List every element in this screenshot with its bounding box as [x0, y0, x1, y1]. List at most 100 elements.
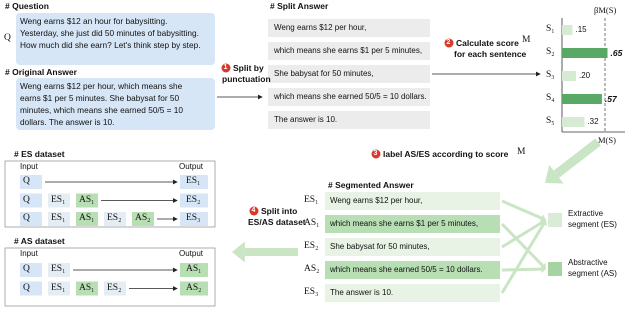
token-text: AS₁	[79, 194, 95, 205]
segment-text: The answer is 10.	[330, 288, 394, 297]
flow-arrow	[553, 138, 601, 178]
column-label: Output	[179, 249, 204, 258]
section-title: # Question	[5, 1, 49, 11]
sentence-label: S₅	[546, 116, 555, 126]
token-text: Q	[23, 194, 30, 205]
segment-label: segment (AS)	[568, 269, 617, 278]
sentence-box	[268, 88, 430, 106]
segment-tag: ES₂	[304, 241, 319, 251]
question-symbol: Q	[4, 33, 11, 43]
dataset-frame	[4, 247, 216, 307]
score-label: .32	[587, 117, 599, 126]
segment-text: which means she earns $1 per 5 minutes,	[330, 219, 479, 228]
input-token	[104, 281, 126, 296]
token-text: AS₂	[135, 213, 151, 223]
sentence: The answer is 10.	[274, 115, 338, 124]
output-token	[180, 263, 208, 277]
input-token	[76, 281, 98, 296]
sentence: which means she earned 50/5 = 10 dollars…	[274, 92, 427, 101]
segment-tag: AS₂	[304, 264, 320, 274]
column-label: Input	[20, 162, 38, 171]
section-title: # Segmented Answer	[328, 180, 414, 190]
sentence-label: S₂	[546, 47, 555, 57]
output-token	[180, 212, 208, 226]
threshold-label: βM(S)	[594, 5, 617, 15]
output-token	[180, 175, 208, 189]
output-token	[180, 193, 208, 208]
score-symbol: M	[517, 147, 526, 157]
token-text: ES₁	[51, 282, 66, 293]
score-bar	[562, 48, 608, 58]
token-text: Q	[23, 282, 30, 293]
input-token	[20, 263, 42, 277]
step-badge	[444, 38, 454, 48]
step-label: for each sentence	[454, 49, 527, 59]
flow-arrow	[501, 199, 543, 220]
input-token	[20, 281, 42, 296]
step-number: 2	[446, 39, 451, 46]
step-badge	[371, 149, 381, 159]
token-text: AS₁	[79, 213, 95, 223]
input-token	[20, 175, 42, 189]
token-text: ES₂	[186, 194, 201, 205]
flow-arrow-head	[545, 164, 564, 184]
flow-arrow	[500, 222, 544, 267]
token-text: AS₂	[186, 282, 202, 293]
sentence-box	[268, 42, 430, 60]
token-text: Q	[23, 264, 30, 274]
step-label: Split by	[233, 63, 264, 73]
score-label: .57	[604, 94, 617, 104]
text-line: dollars. The answer is 10.	[20, 117, 115, 127]
segment-marker	[548, 213, 562, 227]
text-box	[16, 13, 215, 65]
text-line: Weng earns $12 per hour, which means she	[20, 81, 183, 91]
sentence: She babysat for 50 minutes,	[274, 69, 374, 78]
input-token	[76, 212, 98, 226]
score-bar	[562, 25, 573, 35]
segment-label: segment (ES)	[568, 220, 617, 229]
token-text: ES₁	[51, 264, 66, 274]
flow-arrow-head	[232, 241, 245, 263]
segment-box	[325, 261, 500, 279]
token-text: ES₂	[107, 213, 122, 223]
segment-tag: ES₁	[304, 195, 319, 205]
segment-box	[325, 238, 500, 256]
step-badge	[249, 206, 259, 216]
input-token	[48, 193, 70, 208]
segment-box	[325, 192, 500, 210]
score-bar	[562, 71, 576, 81]
segment-label: Abstractive	[568, 258, 608, 267]
dataset-frame	[4, 160, 216, 228]
sentence-label: S₁	[546, 24, 555, 34]
text-line: How much did she earn? Let's think step …	[20, 40, 201, 50]
sentence-label: S₄	[546, 93, 555, 103]
score-bar	[562, 94, 602, 104]
segment-text: which means she earned 50/5 = 10 dollars…	[330, 265, 483, 274]
step-label: Calculate score	[456, 38, 519, 48]
token-text: Q	[23, 176, 30, 186]
score-label: .65	[610, 48, 623, 58]
text-box	[16, 78, 215, 130]
step-number: 4	[251, 207, 256, 214]
sentence: Weng earns $12 per hour,	[274, 23, 367, 32]
output-token	[180, 281, 208, 296]
token-text: ES₁	[51, 194, 66, 205]
segment-box	[325, 284, 500, 302]
segment-text: Weng earns $12 per hour,	[330, 196, 423, 205]
score-label: .15	[575, 25, 587, 34]
sentence-box	[268, 111, 430, 129]
section-title: # Original Answer	[5, 67, 77, 77]
token-text: AS₁	[79, 282, 95, 293]
text-line: earns $1 per 5 minutes. She babysat for …	[20, 93, 180, 103]
step-number: 1	[223, 64, 228, 71]
step-number: 3	[373, 150, 378, 157]
sentence-label: S₃	[546, 70, 555, 80]
sentence: which means she earns $1 per 5 minutes,	[274, 46, 423, 55]
step-label: punctuation	[222, 74, 271, 84]
segment-text: She babysat for 50 minutes,	[330, 242, 430, 251]
text-line: minutes, which means she earned 50/5 = 1…	[20, 105, 184, 115]
score-label: .20	[579, 71, 591, 80]
token-text: AS₁	[186, 264, 202, 274]
input-token	[132, 212, 154, 226]
